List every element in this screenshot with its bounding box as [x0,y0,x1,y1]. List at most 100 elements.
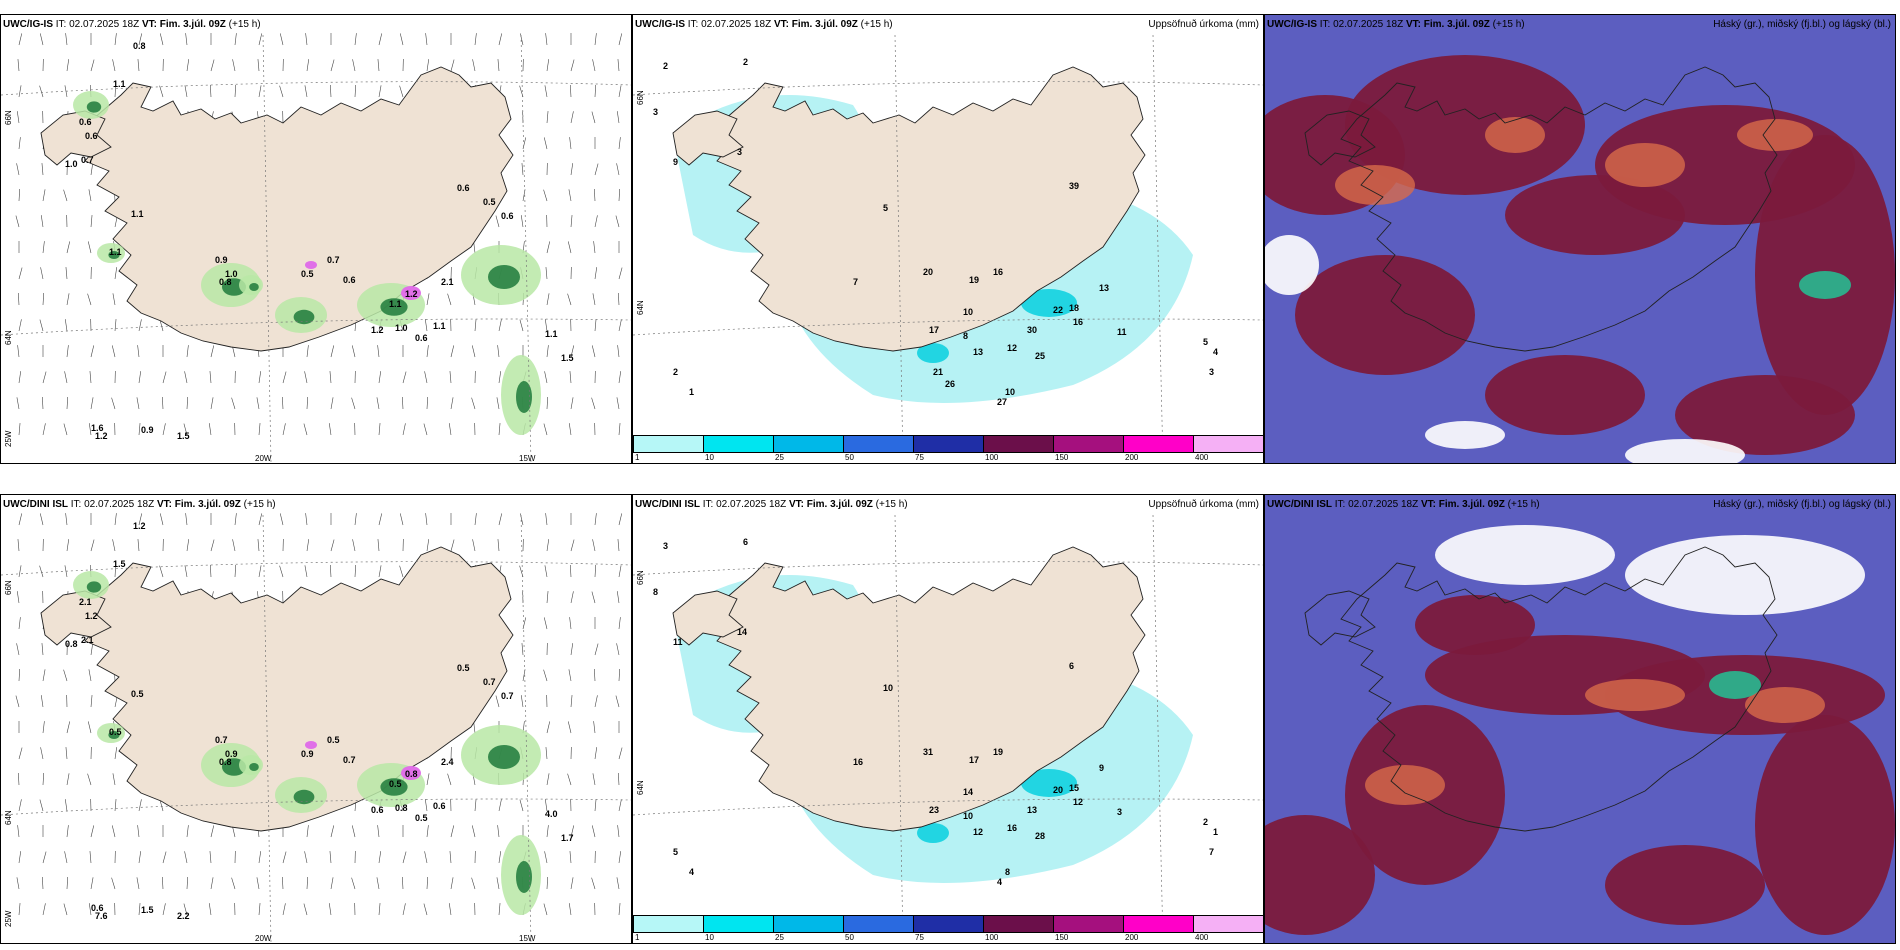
value-label: 3 [1117,807,1122,817]
wind-barb [450,539,455,552]
wind-barb [496,877,500,890]
wind-barb [305,513,308,526]
value-label: 4.0 [545,809,558,819]
wind-barb [18,669,20,682]
wind-barb [618,565,622,578]
value-label: 0.8 [219,757,232,767]
precip-core [1021,289,1077,317]
wind-barb [399,565,404,578]
green-core [108,731,120,739]
wind-barb [546,721,551,734]
value-label: 9 [1099,763,1104,773]
wind-barb [570,695,573,708]
wind-barb [66,241,71,254]
wind-barb [330,345,335,358]
value-label: 0.6 [79,117,92,127]
clear-sky [1625,439,1745,463]
wind-barb [447,773,452,786]
wind-barb [303,903,308,916]
wind-barb [186,825,189,838]
wind-barb [159,565,164,578]
wind-barb [42,189,46,202]
wind-barb [570,111,574,124]
wind-barb [90,539,95,552]
wind-barb [18,267,23,280]
precip-core [1021,769,1077,797]
value-label: 0.5 [483,197,496,207]
wind-barb [114,319,117,332]
value-label: 2 [673,367,678,377]
green-core [249,283,259,291]
wind-barb [65,513,68,526]
wind-barb [618,513,623,526]
graticule-line [633,81,1263,96]
wind-barb [16,643,20,656]
value-label: 0.5 [301,269,314,279]
wind-barb [66,825,69,838]
green-core [86,101,102,113]
wind-barb [282,903,286,916]
iceland-outline [1340,546,1778,832]
wind-barb [450,877,454,890]
value-label: 3 [1209,367,1214,377]
wind-barb [546,591,549,604]
wind-barb [447,293,452,306]
wind-barb [544,565,548,578]
wind-barb [328,423,332,436]
green-core [86,581,102,593]
colorbar-tick: 1 [635,933,640,942]
value-label: 0.6 [457,183,470,193]
value-label: 1 [689,387,694,397]
wind-barb [183,423,188,436]
value-label: 16 [993,267,1003,277]
wind-barb [65,747,68,760]
value-label: 0.8 [133,41,146,51]
wind-barb [544,851,548,864]
wind-barb [137,825,140,838]
graticule-line [520,514,532,943]
value-label: 0.8 [65,639,78,649]
wind-barb [351,825,356,838]
value-label: 4 [1213,347,1218,357]
value-label: 20 [923,267,933,277]
wind-barb [617,539,620,552]
wind-barb [136,397,140,410]
wind-barb [258,513,263,526]
wind-barb [257,59,260,72]
wind-barb [258,903,261,916]
wind-barb [423,903,428,916]
wind-barb [231,397,236,410]
value-label: 0.6 [343,275,356,285]
value-label: 2.1 [79,597,92,607]
wind-barb [546,59,550,72]
wind-barb [618,319,622,332]
wind-barb [18,33,23,46]
wind-barb [232,59,236,72]
value-label: 17 [929,325,939,335]
panel-precip-ig-is: UWC/IG-IS IT: 02.07.2025 18Z VT: Fim. 3.… [632,14,1264,464]
value-label: 0.5 [327,735,340,745]
wind-barb [303,423,308,436]
wind-barb [18,85,22,98]
value-label: 21 [933,367,943,377]
wind-barb [618,423,621,436]
wind-barb [184,851,188,864]
wind-barb [618,267,623,280]
wind-barb [399,513,404,526]
westfjords [672,590,744,646]
graticule [1,34,631,463]
wind-barb [63,189,68,202]
wind-barb [570,825,575,838]
wind-barb [18,799,22,812]
wind-barb [426,397,428,410]
value-label: 23 [929,805,939,815]
value-label: 19 [993,747,1003,757]
wind-barb [66,721,71,734]
value-label: 39 [1069,181,1079,191]
wind-barb [351,877,356,890]
colorbar-swatch [773,435,843,453]
value-label: 1.0 [65,159,78,169]
wind-barb [618,617,621,630]
low-cloud [1365,765,1445,805]
